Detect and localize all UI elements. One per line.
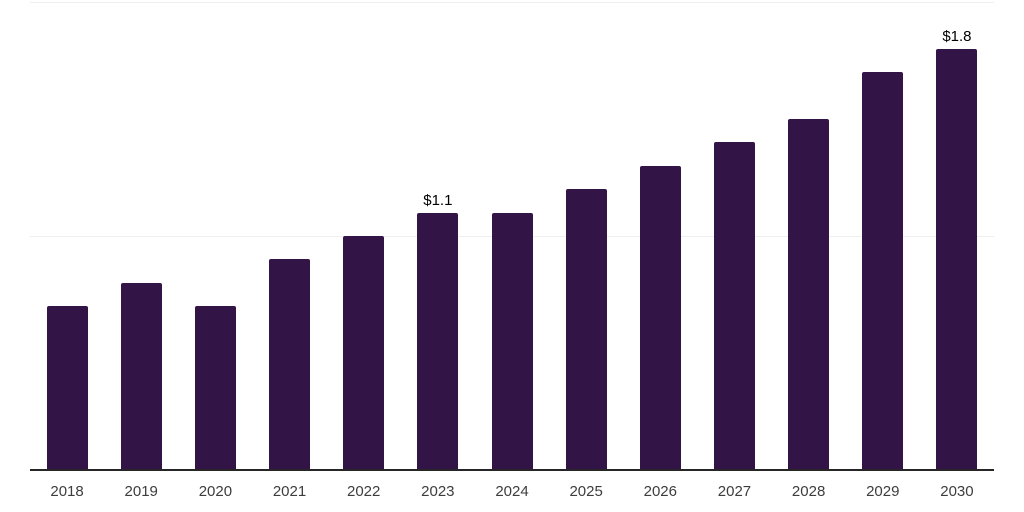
x-axis-line [30,469,994,471]
bar-2021 [269,259,311,470]
x-tick-label-2028: 2028 [791,483,826,500]
bar-2029 [862,72,904,470]
bar-2019 [120,282,162,470]
gridline [30,2,994,3]
x-tick-label-2020: 2020 [198,483,233,500]
x-tick-label-2029: 2029 [866,483,900,500]
bar-2028 [788,119,830,470]
bar-2030 [936,48,978,470]
bar-2020 [194,306,236,470]
bar-2024 [491,212,533,470]
bar-2026 [639,165,681,470]
plot-area: 2018 2019 2020 2021 2022 $1.1 2023 2024 2025 2026… [30,0,994,512]
x-tick-label-2018: 2018 [50,483,84,500]
bar-value-label-2023: $1.1 [423,191,453,209]
bar-2023 [417,212,459,470]
x-tick-label-2030: 2030 [940,483,974,500]
bar-2018 [46,306,88,470]
bar-2025 [565,189,607,470]
bar-2027 [713,142,755,470]
x-tick-label-2025: 2025 [569,483,603,500]
x-tick-label-2021: 2021 [272,483,307,500]
x-tick-label-2024: 2024 [495,483,529,500]
x-tick-label-2027: 2027 [717,483,752,500]
bar-2022 [343,236,385,470]
x-tick-label-2023: 2023 [421,483,455,500]
x-tick-label-2019: 2019 [124,483,158,500]
x-tick-label-2026: 2026 [643,483,677,500]
x-tick-label-2022: 2022 [347,483,381,500]
bar-value-label-2030: $1.8 [942,27,972,45]
